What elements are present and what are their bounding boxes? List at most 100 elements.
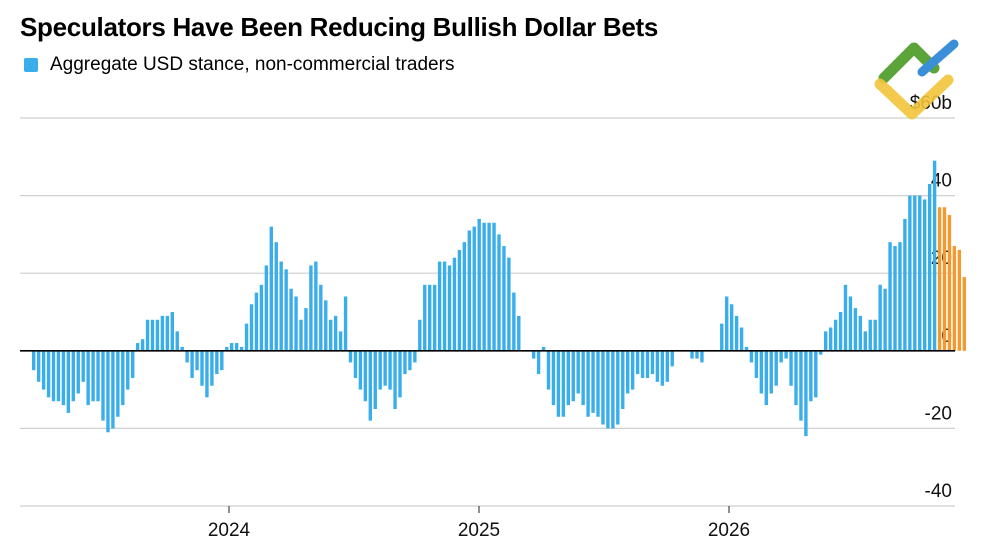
- bar: [165, 315, 170, 351]
- bar: [883, 288, 887, 351]
- bar: [596, 350, 600, 417]
- bar: [210, 350, 214, 386]
- bar: [220, 350, 224, 371]
- bar: [304, 308, 308, 351]
- bar: [903, 218, 907, 351]
- bar: [259, 284, 264, 351]
- bar: [368, 350, 372, 421]
- bar: [190, 350, 194, 378]
- bar: [665, 350, 669, 382]
- bar: [566, 350, 570, 406]
- bar: [398, 350, 402, 398]
- bar: [729, 304, 734, 351]
- bar: [908, 195, 912, 351]
- recent-bar: [937, 207, 942, 351]
- bar: [927, 183, 932, 351]
- bar: [863, 331, 867, 351]
- recent-bar: [942, 207, 947, 351]
- bar: [650, 350, 655, 375]
- bar: [348, 350, 353, 363]
- bar: [239, 346, 244, 351]
- bar: [274, 242, 278, 351]
- bar: [111, 350, 115, 429]
- recent-bar: [957, 249, 962, 351]
- bar: [626, 350, 630, 394]
- bar: [660, 350, 665, 386]
- bar: [408, 350, 412, 371]
- bar: [185, 350, 189, 363]
- bar: [546, 350, 551, 390]
- bar: [61, 350, 66, 406]
- bar: [215, 350, 219, 375]
- bar: [314, 261, 318, 351]
- bar: [720, 323, 724, 351]
- bar: [180, 346, 184, 351]
- bar: [606, 350, 610, 429]
- bar: [799, 350, 803, 421]
- y-tick-label: -20: [925, 403, 952, 424]
- bar: [809, 350, 813, 402]
- bar: [234, 343, 239, 351]
- bar: [670, 350, 674, 367]
- recent-bar: [962, 277, 966, 351]
- bar: [200, 350, 204, 386]
- bar: [497, 234, 501, 351]
- bar: [848, 296, 853, 351]
- bar: [507, 257, 511, 351]
- bar: [284, 269, 288, 351]
- bar: [81, 350, 85, 382]
- bar: [32, 350, 36, 371]
- x-tick-label: 2025: [458, 520, 500, 541]
- bar: [309, 265, 313, 351]
- bar: [764, 350, 768, 406]
- x-tick-label: 2024: [208, 520, 251, 541]
- bar: [551, 350, 556, 406]
- bar: [789, 350, 793, 386]
- bar: [571, 350, 575, 402]
- bar: [918, 195, 922, 351]
- chart-title: Speculators Have Been Reducing Bullish D…: [20, 12, 659, 42]
- bar: [447, 265, 452, 351]
- bar: [329, 319, 333, 351]
- bar: [225, 346, 229, 351]
- bar: [690, 350, 694, 359]
- bar: [205, 350, 209, 398]
- bar: [413, 350, 417, 363]
- bar: [893, 246, 897, 351]
- bar: [338, 331, 343, 351]
- bar: [393, 350, 397, 409]
- bar: [66, 350, 71, 413]
- bar: [467, 230, 471, 351]
- bar: [833, 319, 838, 351]
- bar: [754, 350, 759, 378]
- bar: [853, 308, 858, 351]
- bar: [824, 331, 828, 351]
- bar: [403, 350, 407, 375]
- logo-icon: [874, 39, 959, 120]
- bar: [611, 350, 615, 429]
- recent-bar: [947, 215, 952, 351]
- bar: [418, 319, 422, 351]
- bar: [655, 350, 660, 382]
- bar: [749, 350, 754, 363]
- bar: [343, 296, 348, 351]
- bar: [601, 350, 605, 425]
- bar: [319, 284, 323, 351]
- bar: [858, 315, 863, 351]
- bar: [784, 350, 788, 359]
- bar: [502, 246, 506, 351]
- legend: Aggregate USD stance, non-commercial tra…: [24, 54, 454, 76]
- bar: [838, 312, 843, 351]
- bar: [828, 327, 833, 351]
- bar: [101, 350, 105, 421]
- bar: [734, 315, 739, 351]
- bar: [145, 319, 150, 351]
- bar: [116, 350, 120, 417]
- bar: [244, 323, 249, 351]
- bar: [898, 242, 902, 351]
- bar: [378, 350, 382, 390]
- y-tick-label: -40: [925, 481, 952, 502]
- bar: [106, 350, 110, 433]
- bar: [363, 350, 368, 402]
- bar: [155, 319, 160, 351]
